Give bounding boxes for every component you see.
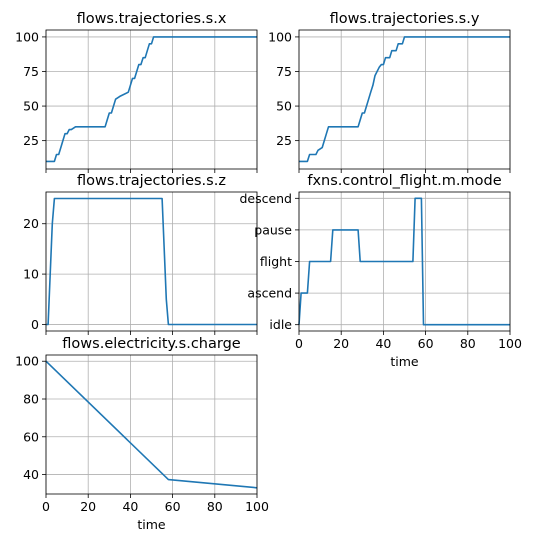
y-tick-label: 100 (268, 29, 292, 44)
x-tick-label: 60 (418, 336, 434, 351)
y-tick-label: idle (269, 317, 292, 332)
y-tick-label: 25 (23, 133, 39, 148)
y-tick-label: 10 (23, 267, 39, 282)
y-tick-label: flight (260, 254, 292, 269)
panel-flight-mode: time 0 20 40 60 80 100 idle ascend flight pause des… (239, 173, 522, 369)
y-tick-label: 75 (276, 64, 292, 79)
series-line (299, 36, 510, 163)
y-tick-label: 40 (23, 467, 39, 482)
y-tick-label: 100 (15, 29, 39, 44)
x-tick-label: 80 (207, 499, 223, 514)
x-tick-label: 20 (80, 499, 96, 514)
panel-z-position: 0 10 20 flows.trajectories.s.z (23, 173, 258, 335)
y-tick-label: 20 (23, 216, 39, 231)
panel-y-position: 25 50 75 100 flows.trajectories.s.y (268, 11, 511, 173)
chart-title: flows.trajectories.s.z (77, 173, 226, 189)
axes-frame (45, 354, 258, 495)
series-line (46, 197, 257, 326)
series-line (45, 360, 258, 489)
y-tick-label: 50 (23, 99, 39, 114)
x-axis-label: time (137, 517, 166, 532)
axes-frame (298, 29, 511, 170)
panel-x-position: 25 50 75 100 flows.trajectories.s.x (15, 11, 258, 173)
chart-title: flows.electricity.s.charge (62, 336, 240, 352)
x-axis-label: time (390, 354, 419, 369)
series-line (46, 36, 257, 163)
x-tick-label: 40 (122, 499, 138, 514)
x-tick-label: 100 (245, 499, 269, 514)
y-tick-label: 100 (15, 354, 39, 369)
y-tick-label: 0 (31, 317, 39, 332)
y-tick-label: pause (254, 222, 292, 237)
axes-frame (45, 191, 258, 332)
series-line (298, 197, 510, 326)
y-tick-label: 80 (23, 392, 39, 407)
x-tick-label: 0 (42, 499, 50, 514)
x-tick-label: 100 (498, 336, 522, 351)
axes-frame (45, 29, 258, 170)
x-tick-label: 0 (295, 336, 303, 351)
y-tick-label: descend (239, 191, 292, 206)
x-tick-label: 60 (165, 499, 181, 514)
chart-title: fxns.control_flight.m.mode (307, 173, 501, 189)
chart-title: flows.trajectories.s.y (330, 11, 480, 27)
x-tick-label: 20 (333, 336, 349, 351)
y-tick-label: 25 (276, 133, 292, 148)
y-tick-label: 50 (276, 99, 292, 114)
chart-title: flows.trajectories.s.x (77, 11, 227, 27)
x-tick-label: 40 (375, 336, 391, 351)
x-tick-label: 80 (460, 336, 476, 351)
y-tick-label: ascend (247, 286, 292, 301)
y-tick-label: 75 (23, 64, 39, 79)
panel-battery-charge: time 0 20 40 60 80 100 40 60 80 100 flows.electrici… (15, 336, 269, 532)
y-tick-label: 60 (23, 429, 39, 444)
